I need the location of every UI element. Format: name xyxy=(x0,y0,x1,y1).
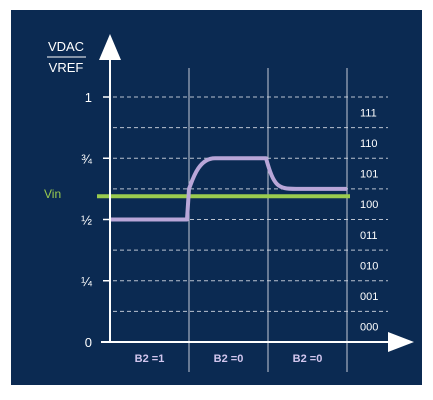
y-tick-label: ¼ xyxy=(81,274,92,289)
code-label: 010 xyxy=(360,260,378,272)
y-axis-arrowhead xyxy=(99,34,121,60)
y-axis-label-numerator: VDAC xyxy=(48,39,84,54)
dac-output-trace xyxy=(110,156,347,222)
y-axis-label-denominator: VREF xyxy=(49,60,84,75)
y-tick-label: ¾ xyxy=(81,151,92,166)
vin-label: Vin xyxy=(44,187,61,201)
x-axis-arrowhead xyxy=(388,332,414,352)
y-tick-label: 0 xyxy=(85,335,92,350)
code-label: 101 xyxy=(360,169,378,181)
y-tick-labels: 1 ¾ ½ ¼ 0 xyxy=(81,90,110,350)
step-label: B2 =0 xyxy=(293,353,323,365)
step-labels: B2 =1 B2 =0 B2 =0 xyxy=(135,353,323,365)
y-tick-label: ½ xyxy=(81,213,92,228)
code-label: 011 xyxy=(360,230,378,242)
code-label: 000 xyxy=(360,322,378,334)
y-tick-label: 1 xyxy=(85,90,92,105)
code-label: 111 xyxy=(360,107,377,119)
code-label: 001 xyxy=(360,291,378,303)
code-label: 100 xyxy=(360,199,378,211)
step-label: B2 =0 xyxy=(214,353,244,365)
step-label: B2 =1 xyxy=(135,353,165,365)
step-dividers xyxy=(188,68,348,372)
code-labels: 111 110 101 100 011 010 001 000 xyxy=(360,107,378,333)
code-label: 110 xyxy=(360,138,378,150)
